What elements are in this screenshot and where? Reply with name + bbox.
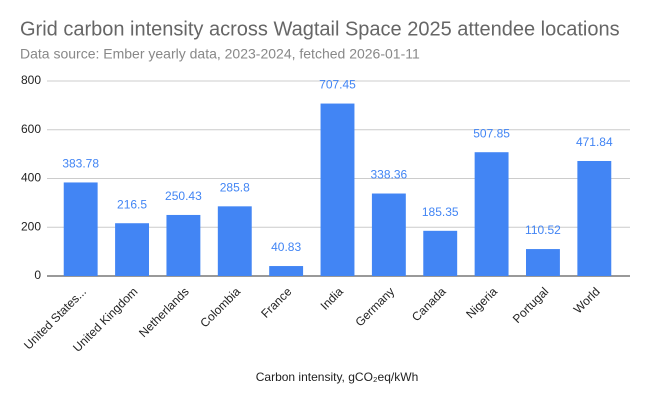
data-label: 507.85 [473,126,510,140]
y-tick-label: 200 [21,219,41,233]
bar [166,214,201,276]
bar [63,182,98,276]
bar [423,230,458,276]
bar [474,152,509,276]
bar [526,249,560,276]
data-label: 110.52 [525,223,561,237]
bar [320,103,355,277]
data-label: 285.8 [220,181,250,195]
bar [269,266,304,276]
y-tick-label: 600 [21,122,41,136]
chart-subtitle: Data source: Ember yearly data, 2023-202… [20,46,420,62]
bar [115,223,149,276]
chart-title: Grid carbon intensity across Wagtail Spa… [20,18,620,40]
data-label: 216.5 [117,197,147,211]
data-label: 338.36 [371,168,408,182]
data-label: 707.45 [319,78,356,92]
y-tick-label: 0 [34,268,41,282]
data-label: 250.43 [165,189,202,203]
x-axis-title: Carbon intensity, gCO₂eq/kWh [256,370,419,384]
data-label: 40.83 [271,240,301,254]
y-tick-label: 800 [21,73,41,87]
data-label: 383.78 [62,157,99,171]
y-tick-label: 400 [21,171,41,185]
bar [577,160,612,276]
data-label: 185.35 [422,205,459,219]
bar [217,206,252,276]
bar [371,193,406,276]
data-label: 471.84 [576,135,613,149]
